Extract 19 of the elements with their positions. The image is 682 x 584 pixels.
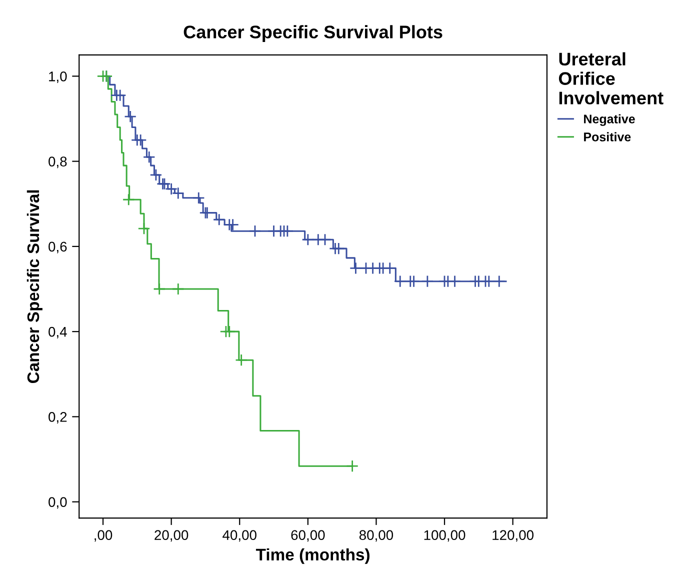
x-tick-label: 120,00 [492, 530, 534, 542]
x-axis-title: Time (months) [256, 548, 370, 564]
x-tick-label: 100,00 [424, 530, 466, 542]
y-tick-label: 1,0 [49, 72, 67, 83]
x-tick-label: 20,00 [154, 530, 188, 542]
legend-title: Ureteral Orifice Involvement [558, 52, 664, 104]
chart-title: Cancer Specific Survival Plots [184, 25, 442, 42]
y-tick-label: 0,0 [48, 497, 67, 509]
x-tick-label: 80,00 [359, 530, 394, 542]
legend-label: Positive [584, 132, 631, 142]
y-tick-label: 0,8 [48, 156, 67, 168]
y-tick-label: 0,4 [48, 326, 67, 338]
y-tick-label: 0,2 [48, 412, 67, 424]
y-tick-label: 0,6 [48, 242, 67, 254]
y-axis-title: Cancer Specific Survival [26, 190, 42, 384]
legend-label: Negative [584, 114, 635, 126]
x-tick-label: ,00 [94, 530, 112, 542]
x-tick-label: 60,00 [291, 530, 325, 542]
x-tick-label: 40,00 [222, 530, 256, 542]
